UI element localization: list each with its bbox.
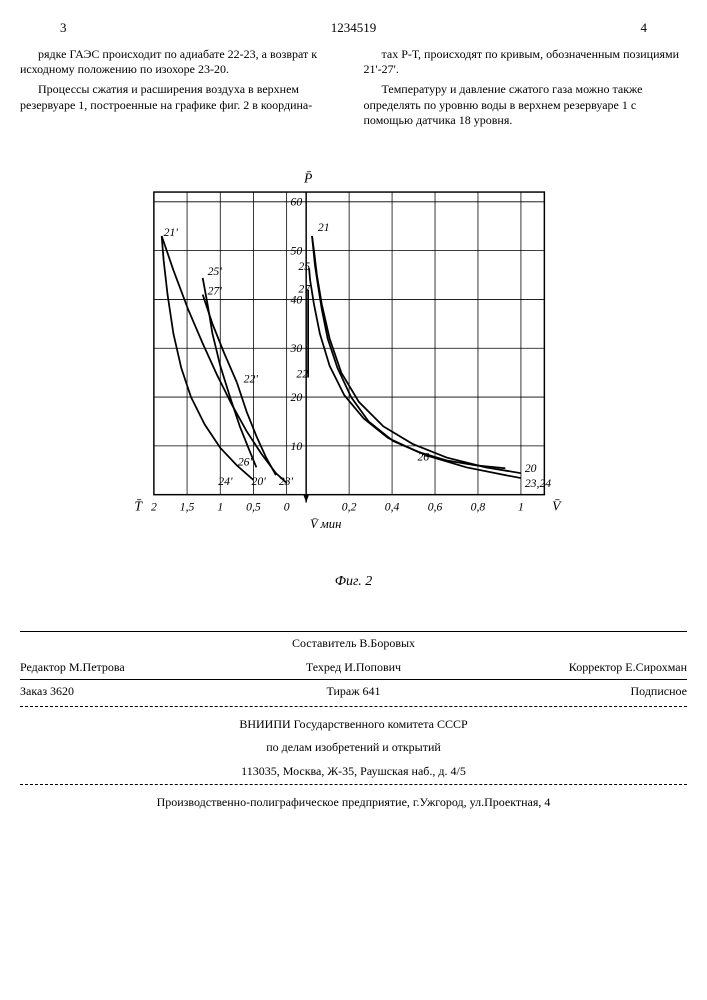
svg-text:1,5: 1,5 xyxy=(179,500,194,513)
spacer xyxy=(20,636,170,652)
addr1: 113035, Москва, Ж-35, Раушская наб., д. … xyxy=(20,760,687,785)
editor: Редактор М.Петрова xyxy=(20,660,170,676)
tehred: Техред И.Попович xyxy=(170,660,537,676)
order: Заказ 3620 xyxy=(20,684,170,700)
chart-container: 102030405060P̄21,510,500,20,40,60,81T̄V̄… xyxy=(20,153,687,563)
podpisnoe: Подписное xyxy=(537,684,687,700)
svg-text:25': 25' xyxy=(207,265,222,278)
body-text: рядке ГАЭС происходит по адиабате 22-23,… xyxy=(20,47,687,133)
page-header: 3 1234519 4 xyxy=(20,20,687,37)
svg-text:1: 1 xyxy=(217,500,223,513)
svg-text:50: 50 xyxy=(290,244,302,257)
addr2: Производственно-полиграфическое предприя… xyxy=(20,791,687,815)
svg-text:20: 20 xyxy=(290,391,302,404)
svg-text:26': 26' xyxy=(237,455,252,468)
svg-text:23': 23' xyxy=(278,475,293,488)
svg-text:2: 2 xyxy=(150,500,156,513)
svg-text:26: 26 xyxy=(417,450,429,463)
svg-text:22: 22 xyxy=(296,367,308,380)
svg-text:V̄ мин: V̄ мин xyxy=(309,517,340,531)
svg-text:20': 20' xyxy=(251,475,266,488)
figure-label: Фиг. 2 xyxy=(20,573,687,591)
footer-block: Составитель В.Боровых Редактор М.Петрова… xyxy=(20,631,687,814)
para: рядке ГАЭС происходит по адиабате 22-23,… xyxy=(20,47,344,78)
svg-text:0,4: 0,4 xyxy=(384,500,399,513)
compiler: Составитель В.Боровых xyxy=(170,636,537,652)
tirazh: Тираж 641 xyxy=(170,684,537,700)
para: Процессы сжатия и расширения воздуха в в… xyxy=(20,82,344,113)
svg-text:22': 22' xyxy=(243,372,258,385)
svg-text:10: 10 xyxy=(290,440,302,453)
svg-text:30: 30 xyxy=(289,342,302,355)
svg-text:0: 0 xyxy=(283,500,289,513)
pv-pt-chart: 102030405060P̄21,510,500,20,40,60,81T̄V̄… xyxy=(124,153,584,563)
svg-text:0,8: 0,8 xyxy=(470,500,485,513)
para: тах Р-Т, происходят по кривым, обозначен… xyxy=(364,47,688,78)
svg-text:24': 24' xyxy=(218,475,233,488)
svg-text:23,24: 23,24 xyxy=(524,477,550,490)
svg-text:60: 60 xyxy=(290,196,302,209)
org1: ВНИИПИ Государственного комитета СССР xyxy=(20,713,687,737)
svg-text:21': 21' xyxy=(163,226,178,239)
svg-text:27': 27' xyxy=(207,284,222,297)
page-left: 3 xyxy=(60,20,67,37)
svg-text:20: 20 xyxy=(524,462,536,475)
svg-text:0,2: 0,2 xyxy=(341,500,356,513)
doc-number: 1234519 xyxy=(331,20,377,37)
column-right: тах Р-Т, происходят по кривым, обозначен… xyxy=(364,47,688,133)
svg-text:1: 1 xyxy=(517,500,523,513)
svg-text:V̄: V̄ xyxy=(552,498,562,513)
org2: по делам изобретений и открытий xyxy=(20,736,687,760)
svg-text:25: 25 xyxy=(298,260,310,273)
page-right: 4 xyxy=(641,20,648,37)
svg-text:P̄: P̄ xyxy=(302,170,311,185)
para: Температуру и давление сжатого газа можн… xyxy=(364,82,688,129)
svg-text:27: 27 xyxy=(298,282,311,295)
spacer xyxy=(537,636,687,652)
svg-text:T̄: T̄ xyxy=(134,498,143,513)
corrector: Корректор Е.Сирохман xyxy=(537,660,687,676)
svg-text:0,5: 0,5 xyxy=(246,500,261,513)
svg-text:0,6: 0,6 xyxy=(427,500,442,513)
svg-text:21: 21 xyxy=(317,221,329,234)
column-left: рядке ГАЭС происходит по адиабате 22-23,… xyxy=(20,47,344,133)
